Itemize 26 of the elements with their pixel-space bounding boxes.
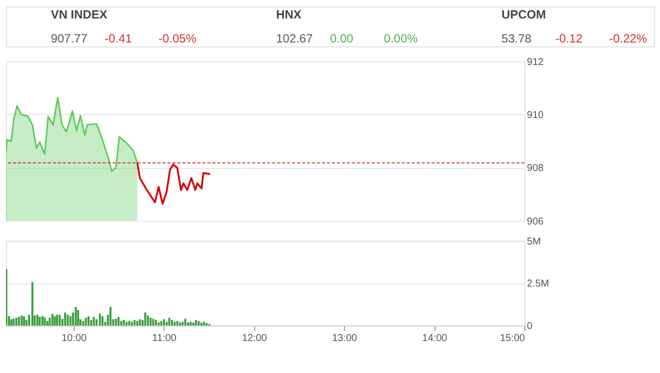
y-tick-label: 908 xyxy=(526,163,544,174)
x-tick-label: 14:00 xyxy=(422,332,448,344)
category-label: UPCOM xyxy=(501,7,546,22)
y-tick-label: 0 xyxy=(526,321,533,332)
data-label: -0.22% xyxy=(609,31,648,46)
data-label: -0.41 xyxy=(104,31,132,46)
data-label: 0.00% xyxy=(384,31,418,46)
y-tick-label: 910 xyxy=(526,110,544,122)
y-tick-label: 5M xyxy=(526,236,541,248)
data-label: -0.05% xyxy=(158,31,197,46)
data-label: 907.77 xyxy=(50,31,88,46)
data-label: -0.12 xyxy=(555,31,583,46)
x-tick-label: 15:00 xyxy=(500,332,526,344)
data-label: 0.00 xyxy=(330,31,354,46)
data-label: 53.78 xyxy=(501,31,532,46)
category-label: HNX xyxy=(276,7,302,22)
x-tick-label: 13:00 xyxy=(332,332,358,344)
y-tick-label: 912 xyxy=(526,56,544,68)
y-tick-label: 906 xyxy=(526,216,544,228)
category-label: VN INDEX xyxy=(50,7,108,22)
line-series xyxy=(136,162,211,205)
x-tick-label: 11:00 xyxy=(152,332,177,344)
data-label: 102.67 xyxy=(276,31,314,46)
y-tick-label: 2.5M xyxy=(526,278,550,290)
x-tick-label: 12:00 xyxy=(242,332,268,344)
x-tick-label: 10:00 xyxy=(62,332,88,344)
